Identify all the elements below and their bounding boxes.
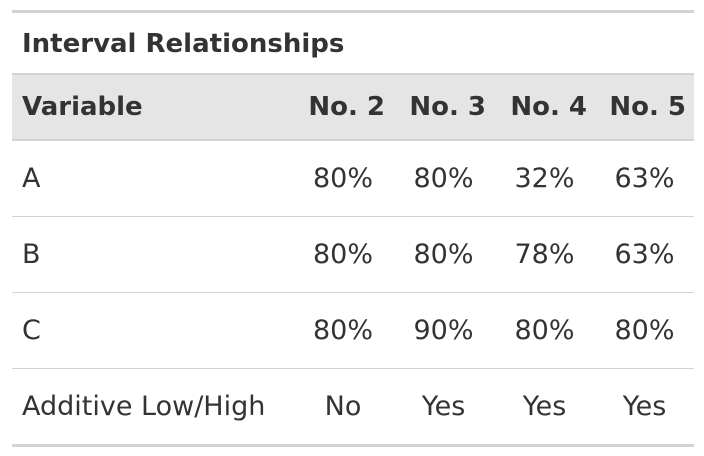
table-container: Interval Relationships Variable No. 2 No. … xyxy=(12,10,694,447)
table-row: B 80% 80% 78% 63% xyxy=(12,216,694,293)
row-label: A xyxy=(12,140,293,217)
value-cell: Yes xyxy=(522,391,567,422)
table-row: A 80% 80% 32% 63% xyxy=(12,140,694,217)
header-row: Variable No. 2 No. 3 No. 4 No. 5 xyxy=(12,74,694,141)
value-cell: 80% xyxy=(393,216,494,293)
header-cell: No. 5 xyxy=(595,74,694,141)
row-label: C xyxy=(12,292,293,369)
value-cell: 80% xyxy=(494,292,595,369)
table: Interval Relationships Variable No. 2 No. … xyxy=(12,10,694,447)
header-cell: No. 3 xyxy=(393,74,494,141)
value-cell: 32% xyxy=(494,140,595,217)
header-cell: No. 4 xyxy=(494,74,595,141)
value-cell: 80% xyxy=(595,292,694,369)
value-cell: 80% xyxy=(393,140,494,217)
value-cell: 80% xyxy=(293,140,393,217)
value-cell: 63% xyxy=(595,140,694,217)
value-cell: No xyxy=(324,391,362,422)
table-row: Additive Low/High No Yes Yes Yes xyxy=(12,369,694,446)
value-cell: 78% xyxy=(494,216,595,293)
header-cell: Variable xyxy=(12,74,293,141)
table-row: C 80% 90% 80% 80% xyxy=(12,292,694,369)
value-cell: 80% xyxy=(293,292,393,369)
value-cell: 80% xyxy=(293,216,393,293)
table-title: Interval Relationships xyxy=(12,11,694,75)
table-body: A 80% 80% 32% 63% B 80% 80% 78% 63% C 80% 90% 80% 80% A… xyxy=(12,140,694,446)
header-cell: No. 2 xyxy=(293,74,393,141)
row-label: B xyxy=(12,216,293,293)
row-label: Additive Low/High xyxy=(22,391,266,422)
value-cell: 63% xyxy=(595,216,694,293)
value-cell: 90% xyxy=(393,292,494,369)
value-cell: Yes xyxy=(421,391,466,422)
value-cell: Yes xyxy=(622,391,667,422)
